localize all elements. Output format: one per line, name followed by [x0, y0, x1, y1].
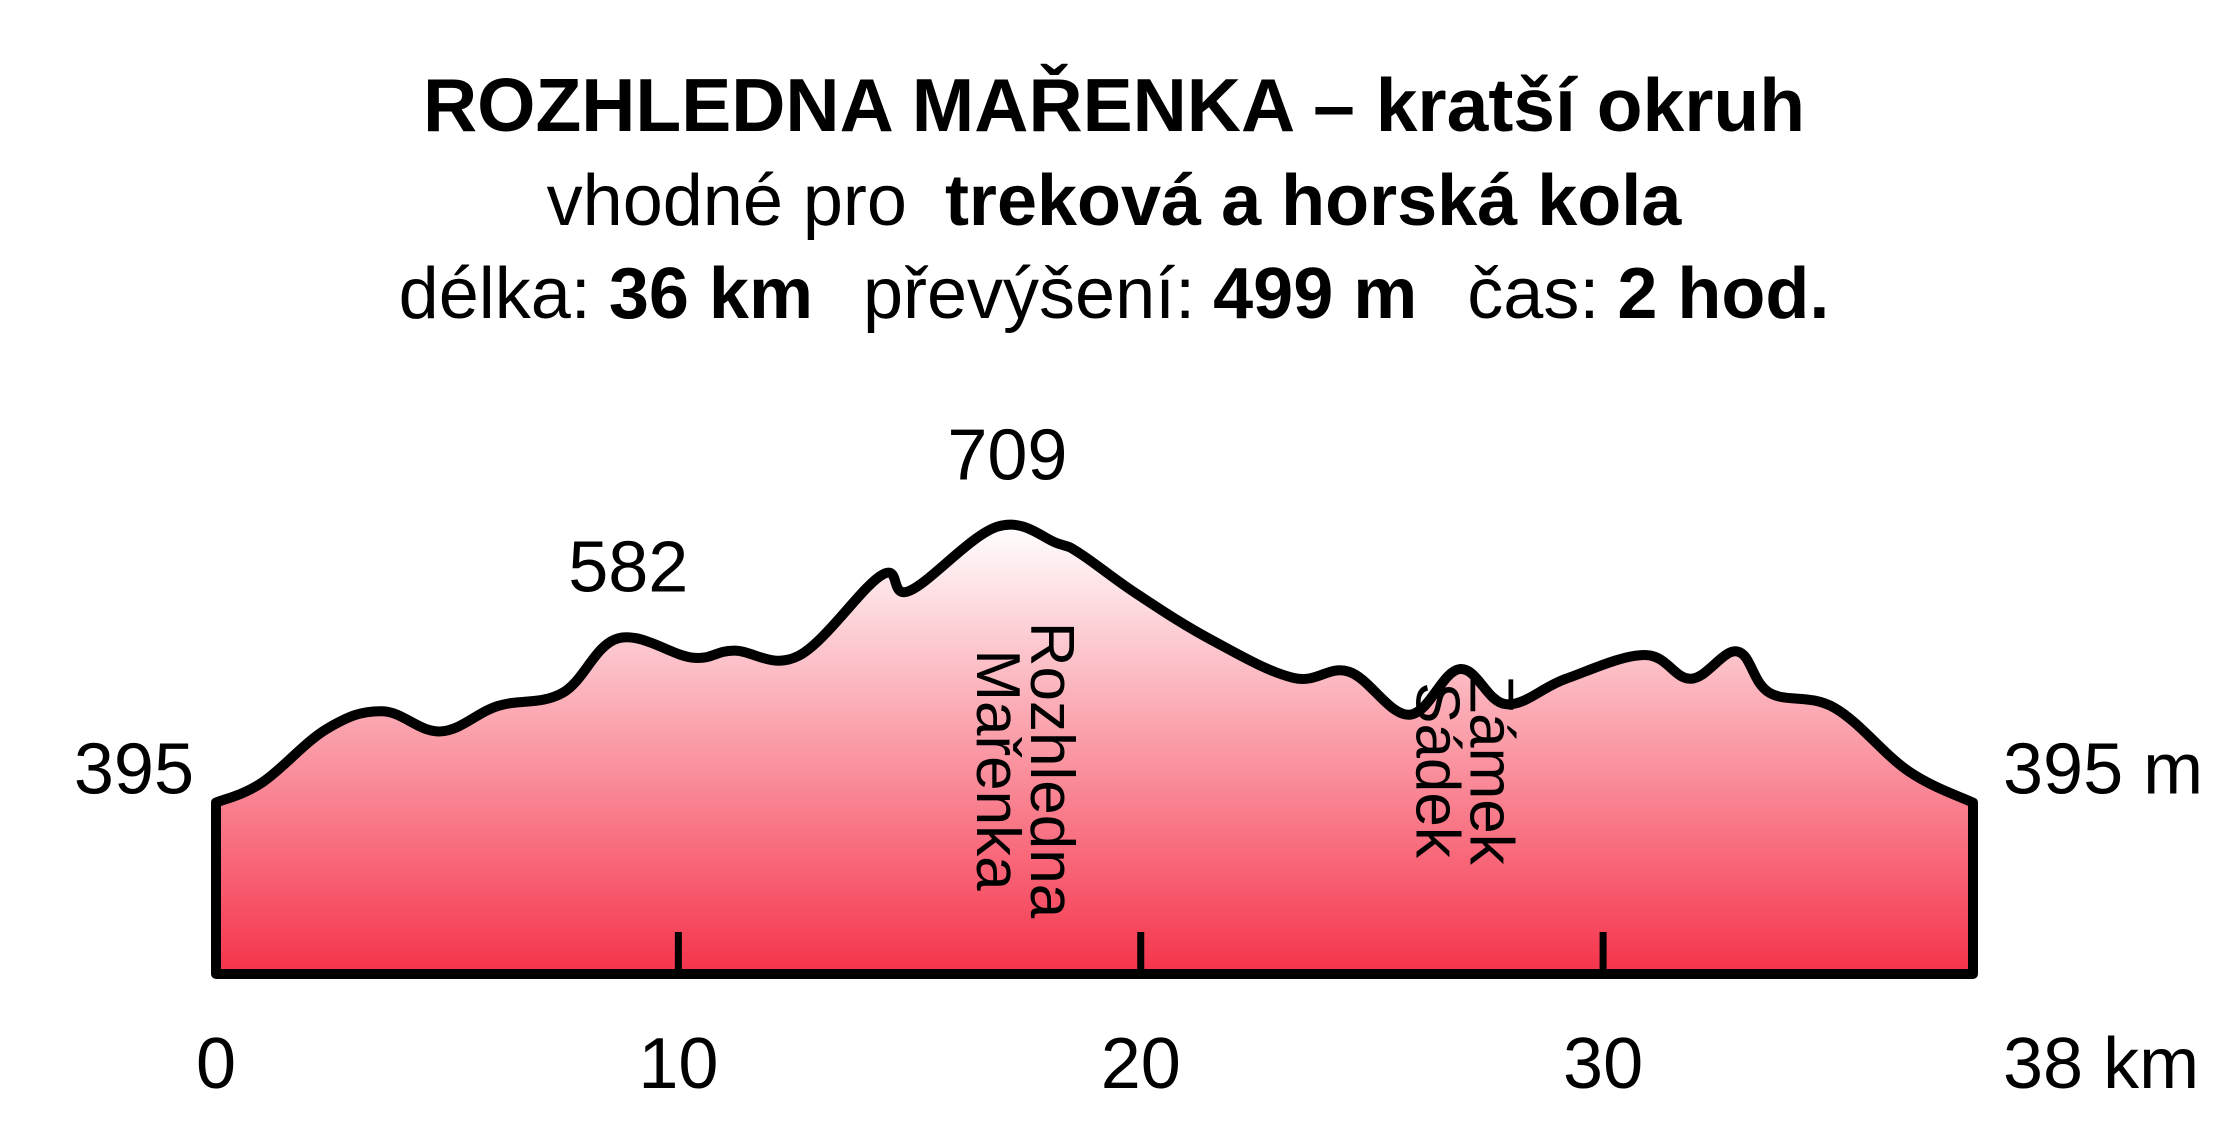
place-label: Sádek	[1402, 682, 1471, 859]
subtitle-emphasis: treková a horská kola	[945, 161, 1682, 241]
stat-value: 499 m	[1213, 254, 1417, 334]
stat-value: 2 hod.	[1617, 254, 1829, 334]
elevation-profile	[211, 519, 1978, 979]
x-tick-label: 0	[196, 1024, 236, 1104]
place-label: Mařenka	[963, 649, 1032, 891]
elevation-label: 582	[568, 527, 688, 607]
x-tick-label: 20	[1101, 1024, 1181, 1104]
stat-label: převýšení:	[863, 254, 1195, 334]
elevation-label: 709	[947, 416, 1067, 496]
chart-title: ROZHLEDNA MAŘENKA – kratší okruh	[423, 63, 1805, 147]
place-label: Rozhledna	[1017, 622, 1086, 919]
subtitle: vhodné pro treková a horská kola	[547, 161, 1683, 241]
stat-value: 36 km	[609, 254, 813, 334]
place-label: Zámek	[1456, 675, 1525, 865]
stats: délka: 36 km převýšení: 499 m čas: 2 hod.	[399, 254, 1830, 334]
elevation-label: 395	[74, 730, 194, 810]
subtitle-text: vhodné pro	[547, 161, 907, 241]
elevation-label: 395 m	[2003, 730, 2203, 810]
x-tick-label: 10	[638, 1024, 718, 1104]
x-tick-label: 30	[1563, 1024, 1643, 1104]
stat-label: délka:	[399, 254, 591, 334]
x-tick-label: 38 km	[2003, 1024, 2199, 1104]
stat-label: čas:	[1467, 254, 1599, 334]
